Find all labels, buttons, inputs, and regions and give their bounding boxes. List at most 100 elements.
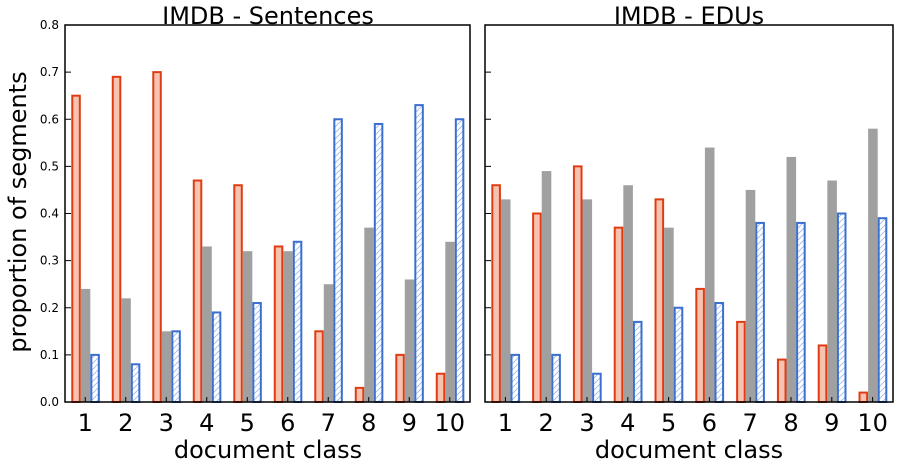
left-bar-red-class-1 bbox=[71, 94, 81, 403]
right-bar-red-class-1 bbox=[491, 184, 501, 403]
left-bar-gray-class-7 bbox=[323, 284, 334, 402]
y-tick-label: 0.8 bbox=[40, 18, 59, 32]
right-bar-blue-class-2 bbox=[551, 353, 561, 403]
left-x-tick-label: 8 bbox=[361, 409, 376, 437]
left-plot-frame bbox=[64, 24, 471, 403]
right-bar-gray-class-4 bbox=[623, 185, 633, 402]
right-bar-blue-class-6 bbox=[714, 302, 725, 404]
left-bar-gray-class-9 bbox=[404, 279, 415, 402]
right-x-tick-label: 6 bbox=[702, 409, 717, 437]
left-bar-gray-class-6 bbox=[283, 251, 293, 402]
right-x-tick-label: 2 bbox=[539, 409, 554, 437]
right-bar-blue-class-8 bbox=[796, 221, 806, 403]
left-bar-blue-class-10 bbox=[454, 118, 465, 403]
left-bar-red-class-7 bbox=[314, 330, 324, 403]
right-plot-frame bbox=[484, 24, 894, 403]
left-bar-gray-class-8 bbox=[364, 227, 374, 402]
left-bar-red-class-5 bbox=[233, 184, 243, 403]
left-bar-gray-class-2 bbox=[121, 298, 131, 402]
left-x-tick-label: 5 bbox=[240, 409, 255, 437]
right-bar-gray-class-7 bbox=[745, 189, 756, 402]
right-bar-red-class-5 bbox=[654, 198, 665, 403]
left-bar-red-class-2 bbox=[111, 75, 122, 404]
right-bar-blue-class-10 bbox=[877, 217, 888, 403]
left-x-tick-label: 2 bbox=[118, 409, 133, 437]
right-x-tick-label: 4 bbox=[620, 409, 635, 437]
right-plot-marks: 1 2 3 4 5 6 7 8 9 10 bbox=[485, 24, 888, 437]
left-x-axis-label: document class bbox=[174, 436, 362, 464]
left-x-tick-label: 6 bbox=[280, 409, 295, 437]
right-x-tick-label: 3 bbox=[579, 409, 594, 437]
left-bar-red-class-6 bbox=[273, 245, 284, 403]
left-bar-red-class-8 bbox=[354, 386, 365, 403]
left-plot-marks: 1 2 3 4 5 6 7 8 9 10 0.0 0.1 0.2 0.3 0.4 0.5 0.6 0.7 0.8 bbox=[40, 18, 465, 437]
right-x-tick-label: 9 bbox=[824, 409, 839, 437]
left-bar-blue-class-8 bbox=[373, 122, 384, 404]
left-x-tick-label: 9 bbox=[402, 409, 417, 437]
left-bar-blue-class-2 bbox=[130, 363, 141, 403]
left-bar-gray-class-10 bbox=[445, 241, 455, 402]
right-bar-blue-class-4 bbox=[632, 320, 643, 404]
right-bar-red-class-9 bbox=[817, 344, 828, 404]
right-x-tick-label: 10 bbox=[857, 409, 888, 437]
left-x-tick-label: 10 bbox=[434, 409, 465, 437]
left-bar-red-class-9 bbox=[395, 353, 405, 403]
y-tick-label: 0.0 bbox=[40, 395, 59, 409]
right-bar-gray-class-1 bbox=[500, 199, 511, 402]
right-bar-gray-class-10 bbox=[868, 128, 878, 403]
left-bar-blue-class-5 bbox=[252, 302, 262, 404]
right-bar-gray-class-8 bbox=[786, 156, 797, 402]
left-bar-gray-class-3 bbox=[161, 331, 172, 402]
right-bar-red-class-10 bbox=[858, 391, 869, 404]
right-x-tick-label: 5 bbox=[661, 409, 676, 437]
right-bar-red-class-7 bbox=[736, 320, 746, 404]
left-x-tick-label: 1 bbox=[78, 409, 93, 437]
right-bar-blue-class-1 bbox=[510, 353, 521, 403]
left-bar-blue-class-7 bbox=[333, 118, 343, 403]
right-x-tick-label: 1 bbox=[498, 409, 513, 437]
right-bar-red-class-8 bbox=[776, 358, 787, 403]
right-bar-red-class-6 bbox=[695, 287, 705, 403]
left-chart-title: IMDB - Sentences bbox=[162, 2, 374, 30]
right-x-axis-label: document class bbox=[595, 436, 783, 464]
left-bar-blue-class-9 bbox=[414, 104, 424, 404]
left-bar-red-class-3 bbox=[152, 71, 162, 403]
left-x-tick-label: 4 bbox=[199, 409, 214, 437]
right-x-tick-label: 8 bbox=[783, 409, 798, 437]
right-panel: IMDB - EDUs document class 1 2 3 4 5 6 7 8 9 10 bbox=[484, 2, 894, 464]
left-bar-blue-class-6 bbox=[292, 240, 303, 403]
right-bar-blue-class-3 bbox=[592, 372, 602, 404]
y-tick-label: 0.2 bbox=[40, 301, 59, 315]
left-panel: IMDB - Sentences proportion of segments … bbox=[4, 2, 471, 464]
y-tick-label: 0.5 bbox=[40, 159, 59, 173]
right-bar-red-class-4 bbox=[613, 226, 624, 403]
left-bar-red-class-10 bbox=[435, 372, 446, 404]
right-bar-blue-class-9 bbox=[836, 212, 847, 403]
right-bar-gray-class-2 bbox=[541, 171, 552, 402]
left-bar-blue-class-1 bbox=[90, 353, 100, 403]
right-bar-gray-class-6 bbox=[704, 147, 715, 402]
right-bar-red-class-2 bbox=[532, 212, 542, 403]
y-tick-label: 0.1 bbox=[40, 348, 59, 362]
y-tick-label: 0.3 bbox=[40, 254, 59, 268]
y-axis-label: proportion of segments bbox=[4, 71, 32, 352]
right-bar-blue-class-5 bbox=[673, 306, 684, 403]
right-bar-gray-class-3 bbox=[582, 199, 593, 402]
right-x-tick-label: 7 bbox=[743, 409, 758, 437]
left-bar-gray-class-1 bbox=[80, 288, 91, 402]
left-bar-blue-class-3 bbox=[171, 330, 181, 403]
left-x-tick-label: 7 bbox=[321, 409, 336, 437]
left-bar-red-class-4 bbox=[192, 179, 203, 403]
right-bar-gray-class-9 bbox=[827, 180, 837, 402]
left-bar-gray-class-5 bbox=[242, 251, 253, 402]
left-bar-blue-class-4 bbox=[211, 311, 222, 403]
right-chart-title: IMDB - EDUs bbox=[614, 2, 764, 30]
right-bar-gray-class-5 bbox=[664, 227, 674, 402]
y-tick-label: 0.7 bbox=[40, 65, 59, 79]
right-bar-blue-class-7 bbox=[755, 221, 765, 403]
y-tick-label: 0.4 bbox=[40, 207, 59, 221]
right-bar-red-class-3 bbox=[572, 165, 583, 403]
left-bar-gray-class-4 bbox=[202, 246, 212, 402]
y-tick-label: 0.6 bbox=[40, 112, 59, 126]
